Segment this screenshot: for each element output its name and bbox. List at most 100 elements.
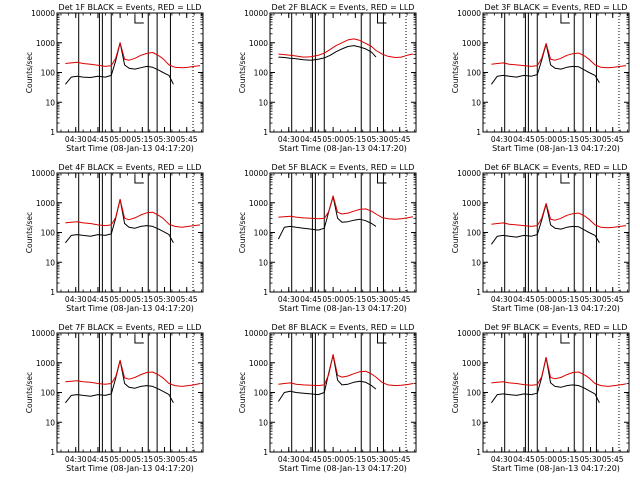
x-tick-label: 05:15 xyxy=(132,135,154,144)
x-tick-label: 05:45 xyxy=(389,455,411,464)
x-tick-label: 04:30 xyxy=(65,455,87,464)
gap-indicator xyxy=(377,15,387,24)
lld-series-line xyxy=(278,354,414,387)
y-tick-label: 100 xyxy=(41,69,56,78)
x-tick-label: 05:30 xyxy=(580,135,602,144)
y-tick-label: 100 xyxy=(41,389,56,398)
lld-series-line xyxy=(278,195,414,220)
y-tick-label: 10000 xyxy=(244,9,268,18)
y-axis-label: Counts/sec xyxy=(25,52,34,93)
x-tick-label: 05:30 xyxy=(154,295,176,304)
x-axis-label: Start Time (08-Jan-13 04:17:20) xyxy=(279,144,407,153)
y-axis-label: Counts/sec xyxy=(25,212,34,253)
y-tick-label: 100 xyxy=(254,69,269,78)
y-tick-label: 10000 xyxy=(31,169,55,178)
x-tick-label: 04:30 xyxy=(491,295,513,304)
panel-title: Det 6F BLACK = Events, RED = LLD xyxy=(485,163,628,172)
y-tick-label: 1 xyxy=(476,288,481,297)
detector-panel: Det 2F BLACK = Events, RED = LLD 1 10 100 10… xyxy=(238,3,417,153)
panel-title: Det 7F BLACK = Events, RED = LLD xyxy=(59,323,202,332)
y-tick-label: 100 xyxy=(467,69,482,78)
y-tick-label: 10 xyxy=(258,98,268,107)
y-tick-label: 1 xyxy=(263,448,268,457)
lld-series-line xyxy=(491,357,627,387)
gap-indicator xyxy=(377,335,387,344)
x-tick-label: 05:45 xyxy=(176,135,198,144)
y-tick-label: 10000 xyxy=(244,169,268,178)
events-series-line xyxy=(278,45,377,61)
x-tick-label: 05:00 xyxy=(322,295,344,304)
x-tick-label: 04:30 xyxy=(278,295,300,304)
x-tick-label: 04:45 xyxy=(300,295,322,304)
events-series-line xyxy=(490,357,600,404)
gap-indicator xyxy=(134,335,144,344)
y-tick-label: 1000 xyxy=(36,199,55,208)
x-tick-label: 04:45 xyxy=(513,295,535,304)
lld-series-line xyxy=(491,42,627,69)
x-tick-label: 05:15 xyxy=(345,135,367,144)
x-tick-label: 05:00 xyxy=(535,135,557,144)
x-tick-label: 04:30 xyxy=(491,455,513,464)
detector-panel: Det 6F BLACK = Events, RED = LLD 1 10 100 10… xyxy=(451,163,630,313)
x-tick-label: 05:00 xyxy=(322,455,344,464)
y-tick-label: 10000 xyxy=(31,9,55,18)
x-tick-label: 05:15 xyxy=(345,455,367,464)
x-tick-label: 04:30 xyxy=(278,135,300,144)
y-tick-label: 1000 xyxy=(462,39,481,48)
detector-panel: Det 7F BLACK = Events, RED = LLD 1 10 100 10… xyxy=(25,323,204,473)
gap-indicator xyxy=(134,175,144,184)
gap-indicator xyxy=(377,175,387,184)
events-series-line xyxy=(65,198,174,244)
y-tick-label: 10 xyxy=(258,418,268,427)
y-axis-label: Counts/sec xyxy=(451,212,460,253)
x-axis-label: Start Time (08-Jan-13 04:17:20) xyxy=(492,304,620,313)
y-tick-label: 10000 xyxy=(31,329,55,338)
x-axis-label: Start Time (08-Jan-13 04:17:20) xyxy=(279,464,407,473)
x-tick-label: 05:45 xyxy=(389,295,411,304)
x-tick-label: 05:00 xyxy=(535,455,557,464)
gap-indicator xyxy=(560,175,570,184)
panel-title: Det 8F BLACK = Events, RED = LLD xyxy=(272,323,415,332)
x-tick-label: 05:15 xyxy=(132,295,154,304)
detector-panel: Det 3F BLACK = Events, RED = LLD 1 10 100 10… xyxy=(451,3,630,153)
events-series-line xyxy=(490,203,600,245)
panel-title: Det 5F BLACK = Events, RED = LLD xyxy=(272,163,415,172)
x-tick-label: 04:30 xyxy=(491,135,513,144)
y-tick-label: 10 xyxy=(471,98,481,107)
x-tick-label: 05:45 xyxy=(389,135,411,144)
y-axis-label: Counts/sec xyxy=(451,372,460,413)
detector-panel: Det 8F BLACK = Events, RED = LLD 1 10 100 10… xyxy=(238,323,417,473)
y-tick-label: 10000 xyxy=(457,169,481,178)
x-axis-label: Start Time (08-Jan-13 04:17:20) xyxy=(492,144,620,153)
x-tick-label: 05:45 xyxy=(602,455,624,464)
y-tick-label: 10 xyxy=(471,258,481,267)
x-tick-label: 05:45 xyxy=(602,295,624,304)
x-tick-label: 05:15 xyxy=(132,455,154,464)
y-tick-label: 10 xyxy=(471,418,481,427)
x-tick-label: 05:15 xyxy=(558,295,580,304)
lld-series-line xyxy=(65,198,201,228)
y-tick-label: 1 xyxy=(50,128,55,137)
y-axis-label: Counts/sec xyxy=(238,212,247,253)
y-tick-label: 10000 xyxy=(457,329,481,338)
gap-indicator xyxy=(134,15,144,24)
y-tick-label: 10 xyxy=(45,258,55,267)
y-tick-label: 1 xyxy=(476,128,481,137)
x-tick-label: 05:45 xyxy=(176,455,198,464)
y-tick-label: 1 xyxy=(476,448,481,457)
gap-indicator xyxy=(560,335,570,344)
x-tick-label: 04:45 xyxy=(300,135,322,144)
y-tick-label: 100 xyxy=(254,229,269,238)
y-tick-label: 100 xyxy=(254,389,269,398)
panel-title: Det 9F BLACK = Events, RED = LLD xyxy=(485,323,628,332)
panel-title: Det 1F BLACK = Events, RED = LLD xyxy=(59,3,202,12)
detector-panel: Det 5F BLACK = Events, RED = LLD 1 10 100 10… xyxy=(238,163,417,313)
x-tick-label: 04:45 xyxy=(87,455,109,464)
x-tick-label: 05:00 xyxy=(109,295,131,304)
y-tick-label: 1000 xyxy=(36,39,55,48)
x-tick-label: 05:00 xyxy=(109,135,131,144)
y-tick-label: 1000 xyxy=(249,199,268,208)
x-tick-label: 05:15 xyxy=(558,455,580,464)
events-series-line xyxy=(490,43,600,85)
y-tick-label: 1000 xyxy=(249,359,268,368)
